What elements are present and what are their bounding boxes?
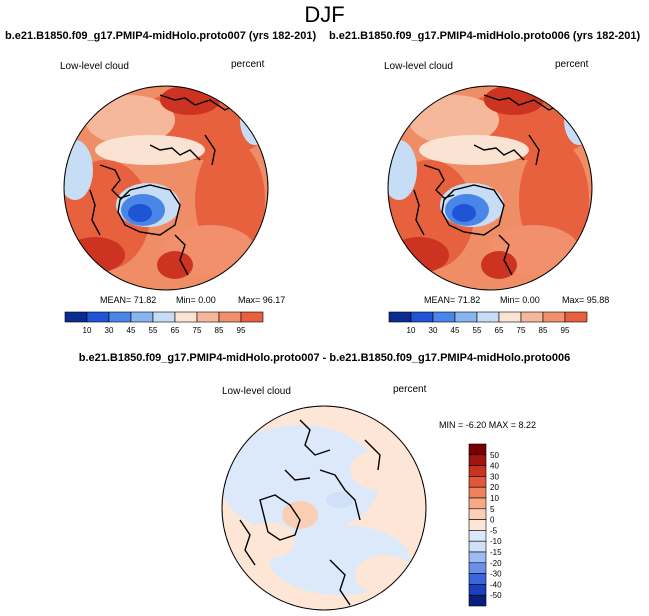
panel2-colorbar-swatch <box>454 311 478 323</box>
panel3-colorbar-tick-label: 50 <box>490 451 499 460</box>
panel3-colorbar-swatch <box>468 443 487 456</box>
panel2-map <box>388 86 592 290</box>
panel3-colorbar-swatch <box>468 562 487 574</box>
panel1-colorbar-tick-label: 45 <box>127 326 136 335</box>
panel2-colorbar-swatch <box>432 311 456 323</box>
panel2-colorbar-tick-label: 85 <box>539 326 548 335</box>
panel3-colorbar-swatch <box>468 540 487 553</box>
panel2-units-label: percent <box>555 59 589 70</box>
panel1-colorbar-tick-label: 75 <box>193 326 202 335</box>
panel3-variable-label: Low-level cloud <box>222 386 291 397</box>
panel1-colorbar-swatch <box>218 311 242 323</box>
panel2-colorbar-swatch <box>498 311 522 323</box>
panel1-variable-label: Low-level cloud <box>60 61 129 72</box>
panel3-colorbar-tick-label: -40 <box>490 580 502 589</box>
panel3-colorbar-swatch <box>468 454 487 466</box>
panel1-colorbar-tick-label: 10 <box>83 326 92 335</box>
panel3-colorbar-tick-label: -50 <box>490 591 502 600</box>
panel1-max: Max= 96.17 <box>238 295 286 305</box>
panel2-colorbar-tick-label: 65 <box>495 326 504 335</box>
panel3-colorbar-tick-label: 30 <box>490 472 499 481</box>
panel2-colorbar-tick-label: 30 <box>429 326 438 335</box>
panel1-colorbar-swatch <box>108 311 132 323</box>
panel1-colorbar-swatch <box>64 311 88 323</box>
panel1-title: b.e21.B1850.f09_g17.PMIP4-midHolo.proto0… <box>5 30 317 42</box>
panel1-min: Min= 0.00 <box>176 295 216 305</box>
panel2-coastlines <box>413 94 560 276</box>
panel3-colorbar-swatch <box>468 573 487 585</box>
panel3-minmax: MIN = -6.20 MAX = 8.22 <box>439 420 537 430</box>
panel3-colorbar-tick-label: 10 <box>490 494 499 503</box>
panel3-colorbar-swatch <box>468 486 487 499</box>
panel3-colorbar-swatch <box>468 465 487 477</box>
panel3-colorbar-tick-label: -15 <box>490 548 502 557</box>
panel1-colorbar-tick-label: 85 <box>215 326 224 335</box>
panel2-colorbar-swatch <box>410 311 434 323</box>
panel1-colorbar-swatch <box>86 311 110 323</box>
panel3-colorbar-tick-label: 5 <box>490 505 495 514</box>
panel1-colorbar-tick-label: 55 <box>149 326 158 335</box>
panel2-variable-label: Low-level cloud <box>384 61 453 72</box>
panel2-colorbar-swatch <box>520 311 544 323</box>
panel3-colorbar-swatch <box>468 551 487 564</box>
panel2-colorbar-swatch <box>476 311 500 323</box>
panel1-colorbar: 10 30 45 55 65 75 85 95 <box>64 311 264 335</box>
panel3-title: b.e21.B1850.f09_g17.PMIP4-midHolo.proto0… <box>78 352 571 364</box>
panel1-colorbar-tick-label: 65 <box>171 326 180 335</box>
panel1-colorbar-tick-label: 30 <box>105 326 114 335</box>
panel3-colorbar-swatch <box>468 519 487 531</box>
panel2-max: Max= 95.88 <box>562 295 610 305</box>
panel3-colorbar-tick-label: -5 <box>490 526 498 535</box>
panel2-colorbar-swatch <box>388 311 412 323</box>
panel2-colorbar: 10 30 45 55 65 75 85 95 <box>388 311 588 335</box>
panel1-colorbar-swatch <box>152 311 176 323</box>
panel3-colorbar-swatch <box>468 497 487 510</box>
panel2-colorbar-tick-label: 45 <box>451 326 460 335</box>
panel3-colorbar-swatch <box>468 508 487 520</box>
panel3-colorbar-swatch <box>468 584 487 596</box>
panel3-colorbar-tick-label: -20 <box>490 559 502 568</box>
panel1-colorbar-swatch <box>196 311 220 323</box>
panel3-map <box>222 406 426 610</box>
panel1-colorbar-tick-label: 95 <box>237 326 246 335</box>
panel1-units-label: percent <box>231 59 265 70</box>
panel3-colorbar-tick-label: 20 <box>490 483 499 492</box>
panel3-colorbar-swatch <box>468 594 487 607</box>
panel2-colorbar-swatch <box>564 311 588 323</box>
panel3-map-border <box>221 405 427 611</box>
panel3-colorbar-tick-label: 40 <box>490 462 499 471</box>
panel1-mean: MEAN= 71.82 <box>100 295 157 305</box>
panel3-colorbar-tick-label: -30 <box>490 570 502 579</box>
panel3-colorbar-tick-label: -10 <box>490 537 502 546</box>
panel1-colorbar-swatch <box>174 311 198 323</box>
panel2-colorbar-swatch <box>542 311 566 323</box>
panel1-colorbar-swatch <box>240 311 264 323</box>
panel3-colorbar-tick-label: 0 <box>490 516 495 525</box>
panel2-colorbar-tick-label: 10 <box>407 326 416 335</box>
panel2-title: b.e21.B1850.f09_g17.PMIP4-midHolo.proto0… <box>329 30 641 42</box>
panel2-min: Min= 0.00 <box>500 295 540 305</box>
panel2-map-border <box>387 85 593 291</box>
page-title: DJF <box>304 2 345 27</box>
panel2-colorbar-tick-label: 95 <box>561 326 570 335</box>
panel2-colorbar-tick-label: 55 <box>473 326 482 335</box>
panel3-coastlines <box>239 419 381 606</box>
panel2-colorbar-tick-label: 75 <box>517 326 526 335</box>
panel2-mean: MEAN= 71.82 <box>424 295 481 305</box>
panel1-coastlines <box>89 94 236 276</box>
panel1-map-border <box>63 85 269 291</box>
panel3-colorbar-swatch <box>468 476 487 488</box>
panel1-colorbar-swatch <box>130 311 154 323</box>
panel3-units-label: percent <box>393 384 427 395</box>
panel3-colorbar-swatch <box>468 530 487 542</box>
